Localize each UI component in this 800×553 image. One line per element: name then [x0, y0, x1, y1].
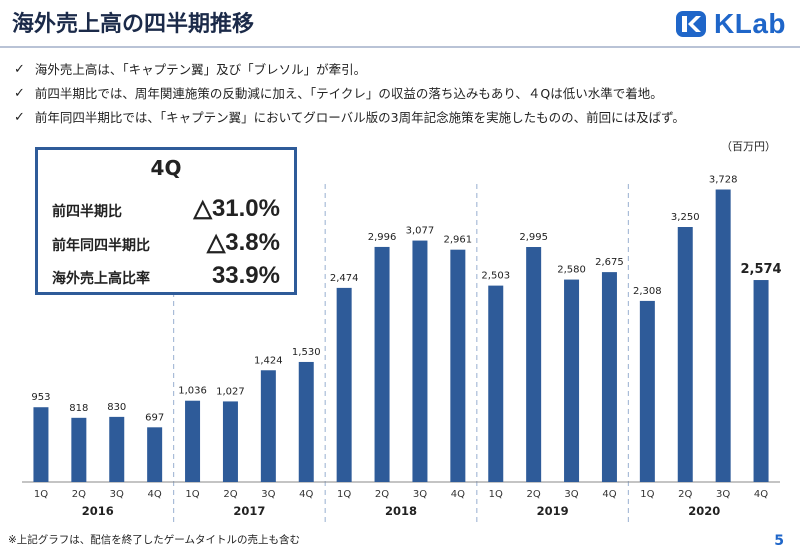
- bar: [412, 240, 428, 482]
- page-title: 海外売上高の四半期推移: [12, 12, 255, 37]
- bar: [185, 400, 201, 482]
- kpi-row-ratio: 海外売上高比率 33.9%: [52, 262, 280, 290]
- tick-label: 3Q: [413, 489, 427, 500]
- bullet-list: ✓ 海外売上高は、「キャプテン翼」及び「ブレソル」が牽引。 ✓ 前四半期比では、…: [14, 58, 685, 130]
- bar: [564, 279, 580, 482]
- kpi-row-yoy: 前年同四半期比 △3.8%: [52, 228, 280, 257]
- tick-label: 3Q: [110, 489, 124, 500]
- title-divider: [0, 46, 800, 48]
- bar: [677, 227, 693, 482]
- bar: [147, 427, 163, 482]
- kpi-label: 前四半期比: [52, 204, 122, 220]
- unit-label: （百万円）: [721, 140, 776, 153]
- data-label: 1,530: [292, 347, 321, 358]
- tick-label: 2Q: [375, 489, 389, 500]
- tick-label: 1Q: [185, 489, 199, 500]
- bar: [336, 287, 352, 482]
- bar: [222, 401, 238, 482]
- bar: [260, 370, 276, 482]
- data-label: 2,474: [330, 273, 359, 284]
- bar: [374, 246, 390, 482]
- bar: [450, 249, 466, 482]
- tick-label: 1Q: [640, 489, 654, 500]
- year-label: 2017: [233, 504, 265, 518]
- page-number: 5: [774, 533, 784, 549]
- kpi-label: 前年同四半期比: [52, 238, 150, 254]
- footnote: ※上記グラフは、配信を終了したゲームタイトルの売上も含む: [8, 534, 300, 546]
- bullet-item: ✓ 前四半期比では、周年関連施策の反動減に加え、「テイクレ」の収益の落ち込みもあ…: [14, 82, 685, 106]
- tick-label: 2Q: [72, 489, 86, 500]
- kpi-summary-box: 4Q 前四半期比 △31.0% 前年同四半期比 △3.8% 海外売上高比率 33…: [35, 147, 297, 295]
- klab-logo: KLab: [674, 8, 786, 40]
- data-label: 2,574: [740, 262, 781, 277]
- tick-label: 1Q: [337, 489, 351, 500]
- data-label: 818: [69, 403, 88, 414]
- kpi-quarter: 4Q: [150, 156, 182, 180]
- data-label: 2,996: [368, 232, 397, 243]
- tick-label: 4Q: [754, 489, 768, 500]
- year-label: 2018: [385, 504, 417, 518]
- bar: [109, 416, 125, 482]
- data-label: 953: [31, 392, 50, 403]
- year-label: 2016: [82, 504, 114, 518]
- bar: [488, 285, 504, 482]
- bullet-text: 前年同四半期比では、「キャプテン翼」においてグローバル版の3周年記念施策を実施し…: [34, 110, 685, 125]
- bar: [753, 280, 769, 482]
- year-label: 2020: [688, 504, 720, 518]
- bar: [601, 272, 617, 482]
- bar: [71, 417, 87, 482]
- bullet-prefix: 海外売上高は、: [34, 62, 123, 77]
- bar: [715, 189, 731, 482]
- data-label: 3,728: [709, 174, 738, 185]
- tick-label: 4Q: [451, 489, 465, 500]
- bar: [526, 247, 542, 482]
- data-label: 1,424: [254, 355, 283, 366]
- tick-label: 1Q: [489, 489, 503, 500]
- tick-label: 4Q: [148, 489, 162, 500]
- kpi-row-qoq: 前四半期比 △31.0%: [52, 194, 280, 223]
- data-label: 3,077: [406, 226, 435, 237]
- data-label: 2,675: [595, 257, 624, 268]
- tick-label: 2Q: [527, 489, 541, 500]
- tick-label: 3Q: [261, 489, 275, 500]
- data-label: 1,027: [216, 386, 245, 397]
- data-label: 697: [145, 412, 164, 423]
- tick-label: 3Q: [716, 489, 730, 500]
- data-label: 1,036: [178, 386, 207, 397]
- bullet-text: 前四半期比では、周年関連施策の反動減に加え、「テイクレ」の収益の落ち込みもあり、…: [34, 86, 663, 101]
- bullet-text: 「キャプテン翼」及び「ブレソル」が牽引。: [122, 62, 367, 77]
- bar: [639, 300, 655, 482]
- data-label: 2,995: [519, 232, 548, 243]
- data-label: 2,580: [557, 265, 586, 276]
- tick-label: 4Q: [299, 489, 313, 500]
- check-icon: ✓: [14, 62, 25, 77]
- year-label: 2019: [537, 504, 569, 518]
- tick-label: 4Q: [602, 489, 616, 500]
- kpi-value: △3.8%: [206, 229, 280, 256]
- data-label: 830: [107, 402, 126, 413]
- bullet-item: ✓ 前年同四半期比では、「キャプテン翼」においてグローバル版の3周年記念施策を実…: [14, 106, 685, 130]
- data-label: 2,961: [444, 235, 473, 246]
- tick-label: 2Q: [678, 489, 692, 500]
- kpi-value: 33.9%: [211, 262, 280, 289]
- tick-label: 1Q: [34, 489, 48, 500]
- check-icon: ✓: [14, 86, 25, 101]
- check-icon: ✓: [14, 110, 25, 125]
- data-label: 2,503: [481, 271, 510, 282]
- tick-label: 2Q: [223, 489, 237, 500]
- kpi-value: △31.0%: [193, 195, 280, 222]
- bar: [298, 361, 314, 482]
- tick-label: 3Q: [564, 489, 578, 500]
- logo-text: KLab: [714, 8, 786, 39]
- bar: [33, 407, 49, 482]
- data-label: 3,250: [671, 212, 700, 223]
- kpi-label: 海外売上高比率: [52, 271, 150, 287]
- bullet-item: ✓ 海外売上高は、「キャプテン翼」及び「ブレソル」が牽引。: [14, 58, 685, 82]
- klab-logo-icon: [676, 11, 706, 37]
- data-label: 2,308: [633, 286, 662, 297]
